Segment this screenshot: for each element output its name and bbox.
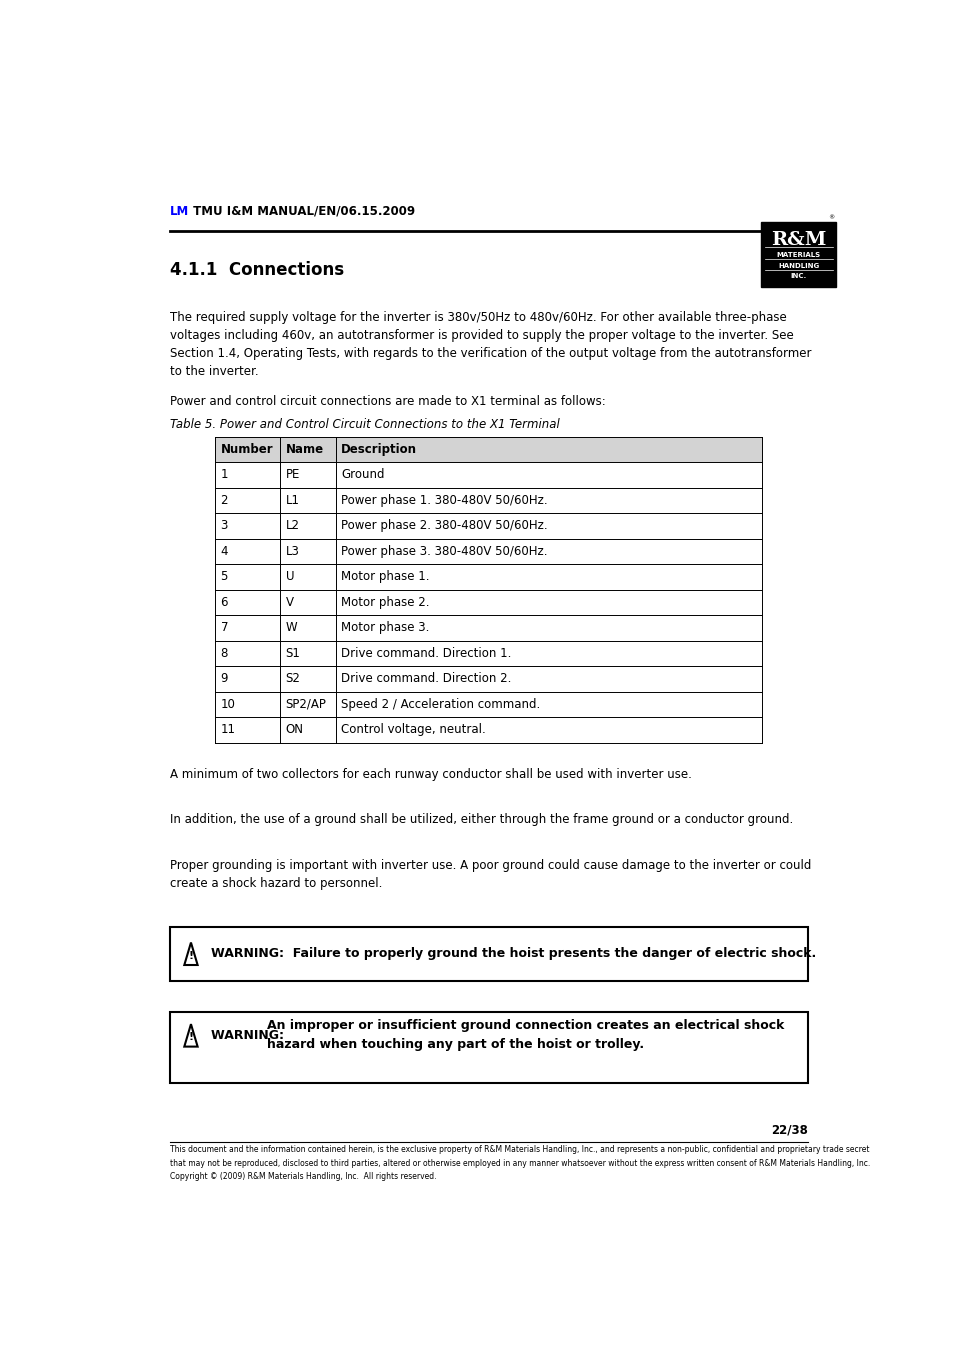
Text: Description: Description (341, 443, 416, 457)
Text: Control voltage, neutral.: Control voltage, neutral. (341, 723, 485, 736)
Text: ®: ® (827, 215, 833, 220)
Text: L3: L3 (285, 544, 299, 558)
Text: Speed 2 / Acceleration command.: Speed 2 / Acceleration command. (341, 698, 539, 711)
Text: Power phase 1. 380-480V 50/60Hz.: Power phase 1. 380-480V 50/60Hz. (341, 494, 547, 507)
Text: SP2/AP: SP2/AP (285, 698, 326, 711)
Text: L1: L1 (285, 494, 299, 507)
Text: 4.1.1  Connections: 4.1.1 Connections (170, 261, 343, 280)
Bar (215, 692, 761, 717)
Text: A minimum of two collectors for each runway conductor shall be used with inverte: A minimum of two collectors for each run… (170, 767, 691, 781)
Text: 1: 1 (220, 469, 228, 481)
Text: Ground: Ground (341, 469, 384, 481)
Text: 9: 9 (220, 673, 228, 685)
Bar (215, 717, 761, 743)
Text: Number: Number (220, 443, 273, 457)
Text: Power phase 2. 380-480V 50/60Hz.: Power phase 2. 380-480V 50/60Hz. (341, 519, 547, 532)
Bar (215, 539, 761, 565)
Text: 6: 6 (220, 596, 228, 609)
Text: Power and control circuit connections are made to X1 terminal as follows:: Power and control circuit connections ar… (170, 394, 604, 408)
Bar (215, 436, 761, 462)
Text: 4: 4 (220, 544, 228, 558)
Text: Motor phase 3.: Motor phase 3. (341, 621, 429, 635)
Text: V: V (285, 596, 294, 609)
Text: PE: PE (285, 469, 299, 481)
Bar (215, 615, 761, 640)
Text: In addition, the use of a ground shall be utilized, either through the frame gro: In addition, the use of a ground shall b… (170, 813, 792, 827)
FancyBboxPatch shape (760, 223, 836, 286)
Text: WARNING:  Failure to properly ground the hoist presents the danger of electric s: WARNING: Failure to properly ground the … (211, 947, 816, 961)
Text: that may not be reproduced, disclosed to third parties, altered or otherwise emp: that may not be reproduced, disclosed to… (170, 1159, 869, 1167)
Text: Motor phase 1.: Motor phase 1. (341, 570, 429, 584)
Polygon shape (184, 943, 197, 965)
Text: 11: 11 (220, 723, 235, 736)
Bar (215, 513, 761, 539)
Text: 10: 10 (220, 698, 235, 711)
Text: The required supply voltage for the inverter is 380v/50Hz to 480v/60Hz. For othe: The required supply voltage for the inve… (170, 311, 810, 378)
Text: TMU I&M MANUAL/EN/06.15.2009: TMU I&M MANUAL/EN/06.15.2009 (189, 204, 415, 218)
Text: U: U (285, 570, 294, 584)
FancyBboxPatch shape (170, 1012, 807, 1082)
Text: Table 5. Power and Control Circuit Connections to the X1 Terminal: Table 5. Power and Control Circuit Conne… (170, 417, 558, 431)
Text: Name: Name (285, 443, 323, 457)
Text: Motor phase 2.: Motor phase 2. (341, 596, 429, 609)
Text: 5: 5 (220, 570, 228, 584)
Text: LM: LM (170, 204, 189, 218)
Text: Proper grounding is important with inverter use. A poor ground could cause damag: Proper grounding is important with inver… (170, 859, 810, 890)
Bar (215, 640, 761, 666)
Text: Power phase 3. 380-480V 50/60Hz.: Power phase 3. 380-480V 50/60Hz. (341, 544, 547, 558)
Text: !: ! (188, 951, 193, 961)
Text: W: W (285, 621, 297, 635)
Bar (215, 666, 761, 692)
Text: Copyright © (2009) R&M Materials Handling, Inc.  All rights reserved.: Copyright © (2009) R&M Materials Handlin… (170, 1173, 436, 1181)
Text: This document and the information contained herein, is the exclusive property of: This document and the information contai… (170, 1146, 868, 1154)
Text: HANDLING: HANDLING (778, 262, 819, 269)
Text: S1: S1 (285, 647, 300, 659)
Text: WARNING:: WARNING: (211, 1029, 293, 1042)
Text: Drive command. Direction 2.: Drive command. Direction 2. (341, 673, 511, 685)
Text: L2: L2 (285, 519, 299, 532)
Bar (215, 565, 761, 589)
Text: S2: S2 (285, 673, 300, 685)
Bar (215, 589, 761, 615)
Text: 22/38: 22/38 (771, 1124, 807, 1136)
Text: ON: ON (285, 723, 303, 736)
Text: !: ! (188, 1032, 193, 1043)
Text: 8: 8 (220, 647, 228, 659)
Text: 3: 3 (220, 519, 228, 532)
Text: 2: 2 (220, 494, 228, 507)
Text: Drive command. Direction 1.: Drive command. Direction 1. (341, 647, 511, 659)
Text: MATERIALS: MATERIALS (776, 253, 820, 258)
Bar (215, 488, 761, 513)
Text: R&M: R&M (770, 231, 825, 249)
Text: INC.: INC. (790, 273, 806, 280)
Text: 7: 7 (220, 621, 228, 635)
Text: An improper or insufficient ground connection creates an electrical shock
hazard: An improper or insufficient ground conne… (267, 1020, 783, 1051)
Bar (215, 462, 761, 488)
FancyBboxPatch shape (170, 927, 807, 981)
Polygon shape (184, 1024, 197, 1047)
